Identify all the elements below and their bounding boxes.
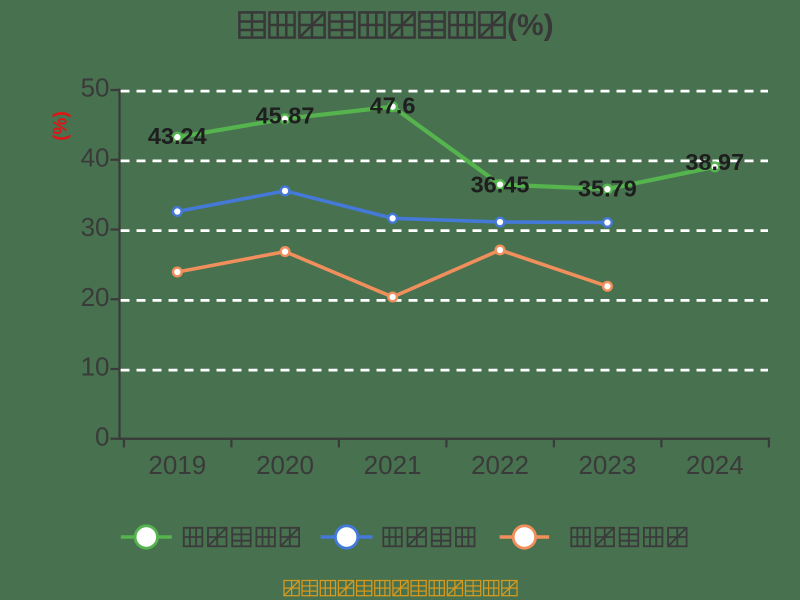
svg-text:38.97: 38.97 [685,149,744,175]
svg-text:20: 20 [81,282,110,312]
svg-text:(%): (%) [51,111,72,141]
svg-text:2022: 2022 [471,450,529,480]
svg-text:2020: 2020 [256,450,314,480]
svg-text:2024: 2024 [686,450,744,480]
svg-text:2019: 2019 [148,450,206,480]
svg-text:40: 40 [81,142,110,172]
svg-text:45.87: 45.87 [256,102,315,128]
svg-text:50: 50 [81,73,110,103]
svg-text:0: 0 [95,421,109,451]
svg-text:10: 10 [81,352,110,382]
svg-text:30: 30 [81,212,110,242]
svg-text:47.6: 47.6 [370,92,416,118]
svg-text:2021: 2021 [364,450,422,480]
svg-text:43.24: 43.24 [148,123,207,149]
svg-text:2023: 2023 [578,450,636,480]
svg-text:(%): (%) [507,9,554,42]
svg-text:35.79: 35.79 [578,175,637,201]
svg-text:36.45: 36.45 [471,171,530,197]
